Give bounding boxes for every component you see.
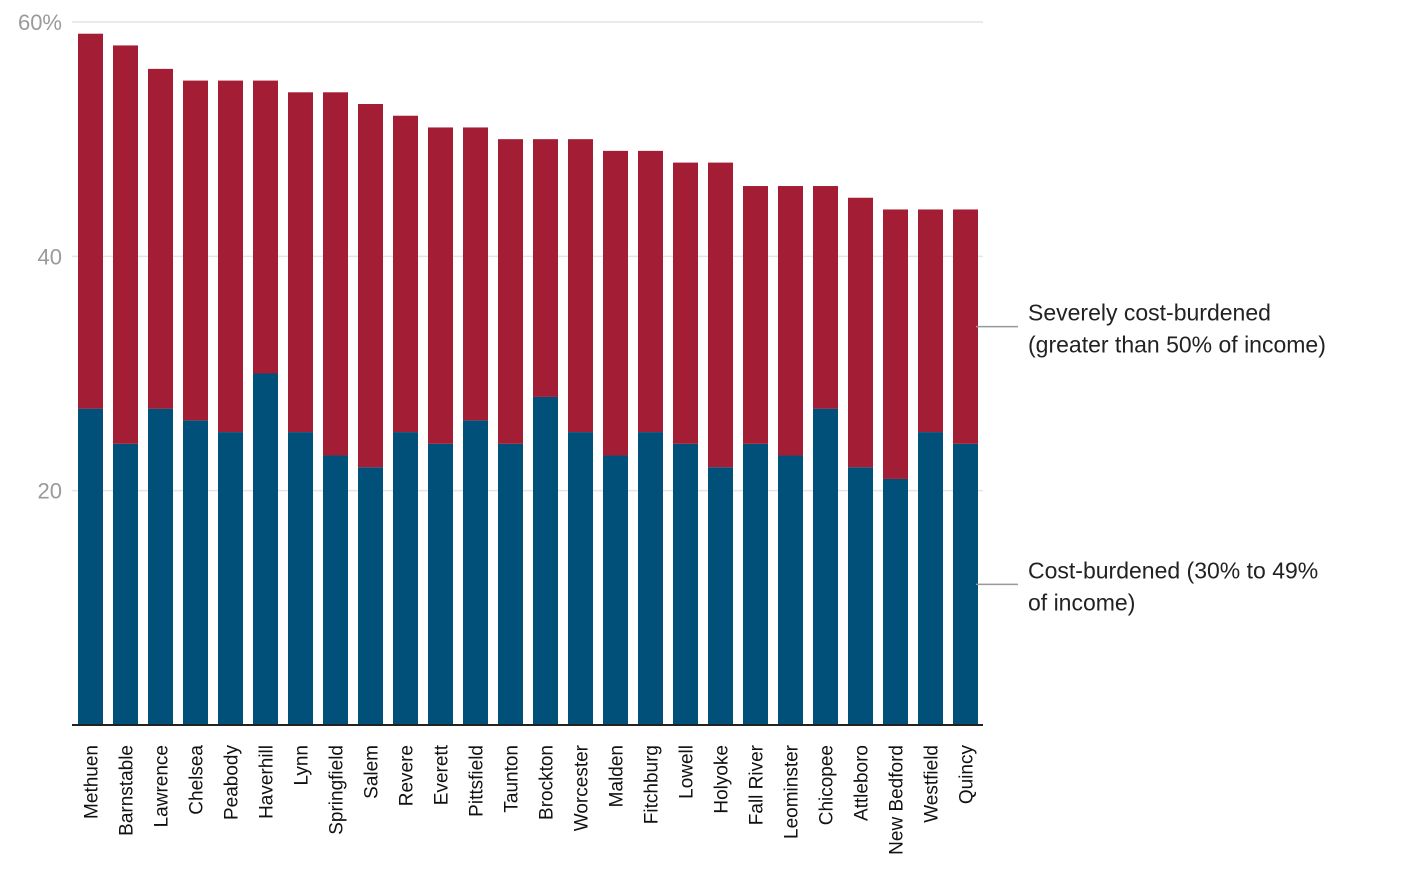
x-category-label: Worcester — [572, 744, 593, 831]
bar-cost-burdened-new-bedford — [883, 478, 908, 725]
bar-cost-burdened-chelsea — [183, 420, 208, 725]
bar-severely-cost-burdened-new-bedford — [883, 209, 908, 479]
bar-severely-cost-burdened-holyoke — [708, 162, 733, 468]
x-category-label: Fall River — [747, 744, 768, 825]
bar-severely-cost-burdened-lowell — [673, 162, 698, 444]
y-tick-label: 40 — [38, 244, 62, 269]
bar-cost-burdened-barnstable — [113, 443, 138, 725]
bar-cost-burdened-pittsfield — [463, 420, 488, 725]
x-category-label: Lowell — [677, 745, 698, 799]
bar-severely-cost-burdened-peabody — [218, 80, 243, 433]
x-category-label: Methuen — [82, 745, 103, 819]
bar-severely-cost-burdened-pittsfield — [463, 127, 488, 421]
bar-severely-cost-burdened-leominster — [778, 186, 803, 456]
bar-cost-burdened-holyoke — [708, 467, 733, 725]
x-category-label: Holyoke — [712, 745, 733, 814]
bar-cost-burdened-everett — [428, 443, 453, 725]
x-category-label: New Bedford — [887, 745, 908, 855]
bar-severely-cost-burdened-salem — [358, 104, 383, 468]
bar-severely-cost-burdened-fitchburg — [638, 150, 663, 433]
x-category-label: Fitchburg — [642, 745, 663, 824]
bar-cost-burdened-salem — [358, 467, 383, 725]
x-category-label: Westfield — [922, 745, 943, 823]
legend-label: (greater than 50% of income) — [1028, 332, 1326, 358]
bar-cost-burdened-lawrence — [148, 408, 173, 725]
gridlines — [72, 21, 983, 492]
y-tick-label: 20 — [38, 479, 62, 504]
bars — [78, 33, 978, 725]
bar-cost-burdened-fall-river — [743, 443, 768, 725]
x-category-label: Lynn — [292, 745, 313, 786]
bar-cost-burdened-attleboro — [848, 467, 873, 725]
x-category-label: Attleboro — [852, 745, 873, 821]
bar-cost-burdened-quincy — [953, 443, 978, 725]
bar-severely-cost-burdened-fall-river — [743, 186, 768, 444]
bar-severely-cost-burdened-attleboro — [848, 197, 873, 468]
x-category-label: Pittsfield — [467, 745, 488, 817]
x-category-label: Malden — [607, 745, 628, 807]
bar-cost-burdened-malden — [603, 455, 628, 725]
bar-severely-cost-burdened-quincy — [953, 209, 978, 444]
bar-cost-burdened-worcester — [568, 432, 593, 725]
bar-cost-burdened-fitchburg — [638, 432, 663, 725]
bar-severely-cost-burdened-brockton — [533, 139, 558, 397]
bar-cost-burdened-brockton — [533, 396, 558, 725]
bar-severely-cost-burdened-springfield — [323, 92, 348, 456]
x-category-label: Salem — [362, 745, 383, 799]
x-category-label: Revere — [397, 745, 418, 806]
bar-cost-burdened-leominster — [778, 455, 803, 725]
bar-cost-burdened-peabody — [218, 432, 243, 725]
bar-severely-cost-burdened-haverhill — [253, 80, 278, 374]
legend-label: Cost-burdened (30% to 49% — [1028, 557, 1318, 583]
bar-cost-burdened-lowell — [673, 443, 698, 725]
bar-cost-burdened-chicopee — [813, 408, 838, 725]
x-category-label: Peabody — [222, 745, 243, 821]
bar-severely-cost-burdened-revere — [393, 115, 418, 433]
legend: Severely cost-burdened (greater than 50% … — [976, 300, 1326, 615]
legend-label: of income) — [1028, 589, 1135, 615]
bar-severely-cost-burdened-westfield — [918, 209, 943, 433]
bar-severely-cost-burdened-barnstable — [113, 45, 138, 444]
bar-cost-burdened-taunton — [498, 443, 523, 725]
bar-severely-cost-burdened-everett — [428, 127, 453, 444]
y-tick-labels: 60% 40 20 — [18, 10, 62, 504]
bar-severely-cost-burdened-chelsea — [183, 80, 208, 421]
x-category-label: Chicopee — [817, 745, 838, 825]
bar-cost-burdened-westfield — [918, 432, 943, 725]
x-category-label: Lawrence — [152, 745, 173, 827]
bar-severely-cost-burdened-malden — [603, 150, 628, 456]
bar-severely-cost-burdened-lynn — [288, 92, 313, 433]
bar-cost-burdened-springfield — [323, 455, 348, 725]
bar-severely-cost-burdened-chicopee — [813, 186, 838, 409]
x-category-label: Springfield — [327, 745, 348, 835]
x-category-label: Brockton — [537, 745, 558, 820]
x-category-label: Taunton — [502, 745, 523, 813]
x-category-label: Everett — [432, 744, 453, 805]
x-category-label: Barnstable — [117, 745, 138, 836]
bar-cost-burdened-haverhill — [253, 373, 278, 725]
x-category-label: Quincy — [957, 745, 978, 805]
bar-cost-burdened-methuen — [78, 408, 103, 725]
bar-severely-cost-burdened-lawrence — [148, 68, 173, 409]
x-category-label: Haverhill — [257, 745, 278, 819]
x-category-label: Leominster — [782, 744, 803, 839]
x-category-label: Chelsea — [187, 745, 208, 815]
y-tick-label: 60% — [18, 10, 62, 35]
x-category-labels: Methuen Barnstable Lawrence Chelsea Peabody H… — [82, 744, 978, 855]
bar-severely-cost-burdened-taunton — [498, 139, 523, 444]
bar-severely-cost-burdened-worcester — [568, 139, 593, 433]
bar-cost-burdened-lynn — [288, 432, 313, 725]
bar-cost-burdened-revere — [393, 432, 418, 725]
legend-label: Severely cost-burdened — [1028, 300, 1271, 326]
bar-severely-cost-burdened-methuen — [78, 33, 103, 409]
